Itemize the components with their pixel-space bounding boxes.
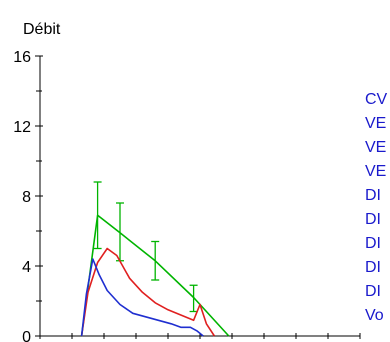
legend-entry: VE <box>365 115 386 132</box>
legend-entry: VE <box>365 139 386 156</box>
legend-entry: CV <box>365 91 388 108</box>
y-tick-label: 4 <box>22 259 31 276</box>
y-tick-label: 12 <box>13 119 31 136</box>
legend-entry: Vo <box>365 307 384 324</box>
legend-entry: DI <box>365 211 381 228</box>
y-tick-label: 8 <box>22 189 31 206</box>
legend-entry: DI <box>365 187 381 204</box>
series-line-3 <box>80 258 204 337</box>
series-group <box>80 181 230 337</box>
legend: CV VE VE VE DI DI DI DI DI Vo <box>365 91 388 324</box>
y-tick-label: 0 <box>22 329 31 342</box>
y-axis-label: Débit <box>23 21 61 38</box>
legend-entry: DI <box>365 235 381 252</box>
y-tick-label: 16 <box>13 49 31 66</box>
legend-entry: DI <box>365 259 381 276</box>
series-line-2 <box>80 247 216 337</box>
y-ticks: 0 4 8 12 16 <box>13 49 361 342</box>
legend-entry: DI <box>365 283 381 300</box>
legend-entry: VE <box>365 163 386 180</box>
